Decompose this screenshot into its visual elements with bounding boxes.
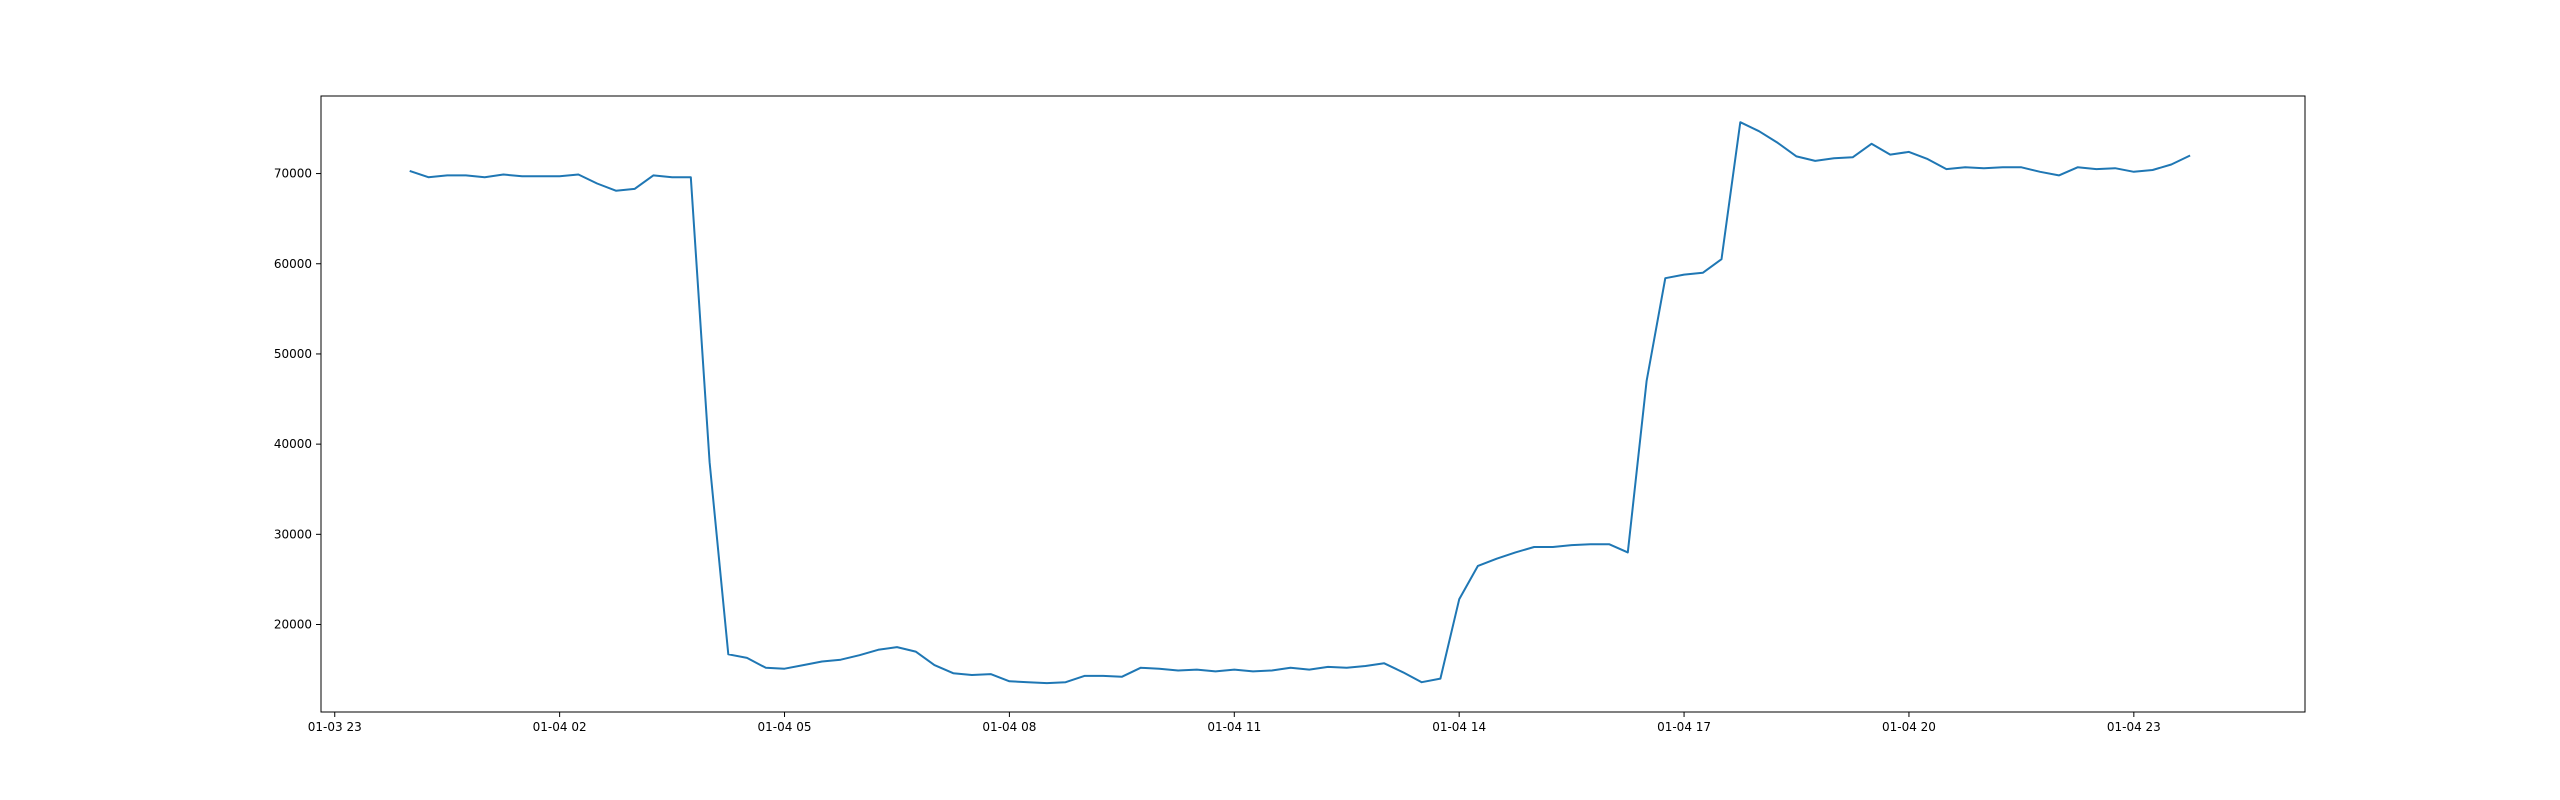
axes-frame: [320, 95, 2306, 713]
x-tick-label: 01-04 23: [2107, 720, 2161, 734]
y-tick-label: 40000: [274, 437, 312, 451]
x-axis: 01-03 23 01-04 02 01-04 05 01-04 08 01-04 11…: [308, 712, 2161, 734]
x-tick-label: 01-04 11: [1207, 720, 1261, 734]
x-tick-label: 01-04 05: [758, 720, 812, 734]
y-axis: 20000 30000 40000 50000 60000 70000: [274, 167, 321, 632]
x-tick-label: 01-03 23: [308, 720, 362, 734]
series-line-0: [409, 121, 2191, 685]
y-tick-label: 60000: [274, 257, 312, 271]
y-tick-label: 30000: [274, 527, 312, 541]
x-tick-label: 01-04 17: [1657, 720, 1711, 734]
x-tick-label: 01-04 02: [533, 720, 587, 734]
x-tick-label: 01-04 14: [1432, 720, 1486, 734]
y-tick-label: 50000: [274, 347, 312, 361]
y-tick-label: 70000: [274, 167, 312, 181]
plot-area: [409, 121, 2191, 685]
x-tick-label: 01-04 08: [982, 720, 1036, 734]
x-tick-label: 01-04 20: [1882, 720, 1936, 734]
y-tick-label: 20000: [274, 618, 312, 632]
